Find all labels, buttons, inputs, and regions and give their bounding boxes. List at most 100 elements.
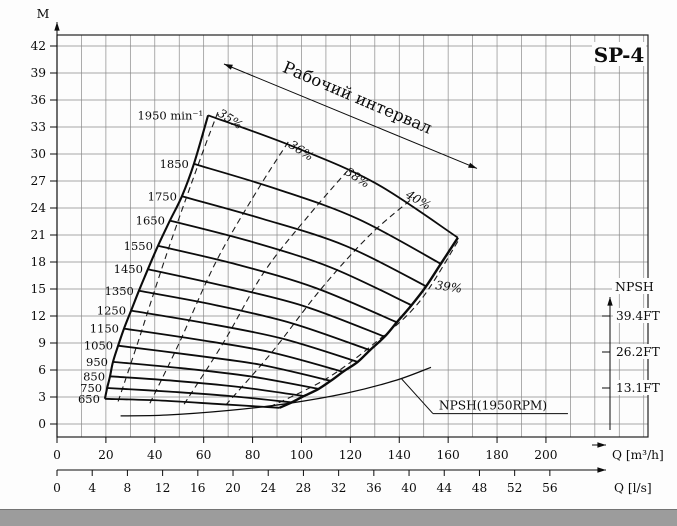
m3h-tick-label: 0 bbox=[53, 448, 61, 462]
m3h-axis-title: Q [m³/h] bbox=[612, 448, 664, 462]
efficiency-contour-38% bbox=[183, 167, 351, 405]
m-tick-label: 18 bbox=[30, 255, 46, 269]
speed-curve-950 bbox=[112, 361, 319, 390]
ls-tick-label: 8 bbox=[124, 481, 132, 495]
m-axis-title: M bbox=[37, 6, 50, 21]
m-axis-head bbox=[54, 22, 60, 31]
speed-label-1950: 1950 min⁻¹ bbox=[137, 108, 203, 122]
m3h-tick-label: 100 bbox=[290, 448, 313, 462]
speed-label-1050: 1050 bbox=[84, 339, 113, 353]
speed-label-1450: 1450 bbox=[114, 262, 143, 276]
npsh-tick-label: 13.1FT bbox=[616, 381, 661, 395]
speed-label-750: 750 bbox=[80, 381, 102, 395]
ls-tick-label: 40 bbox=[401, 481, 417, 495]
efficiency-contour-36% bbox=[149, 140, 290, 404]
working-interval-arrow-head bbox=[223, 64, 233, 70]
ls-tick-label: 24 bbox=[260, 481, 276, 495]
m3h-tick-label: 140 bbox=[388, 448, 411, 462]
speed-label-1750: 1750 bbox=[148, 189, 177, 203]
speed-curve-1250 bbox=[130, 309, 358, 363]
speed-curve-1150 bbox=[123, 327, 344, 373]
speed-label-1850: 1850 bbox=[160, 157, 189, 171]
grid bbox=[56, 35, 648, 437]
speed-label-1250: 1250 bbox=[97, 304, 126, 318]
m-tick-label: 21 bbox=[30, 228, 46, 242]
envelope-right-boundary bbox=[279, 237, 459, 409]
chart-canvas: 35%36%38%40%39%NPSH(1950RPM)1950 min⁻¹18… bbox=[30, 6, 664, 495]
speed-curve-1950 bbox=[207, 114, 459, 239]
m-tick-label: 33 bbox=[30, 120, 46, 134]
m-tick-label: 12 bbox=[30, 309, 46, 323]
m3h-tick-label: 40 bbox=[147, 448, 163, 462]
efficiency-contour-39% bbox=[269, 241, 459, 408]
m-tick-label: 9 bbox=[38, 336, 46, 350]
chart-title-text: SP-4 bbox=[594, 43, 645, 67]
ls-tick-label: 44 bbox=[436, 481, 452, 495]
speed-label-650: 650 bbox=[78, 392, 100, 406]
envelope-left-boundary bbox=[103, 115, 210, 400]
npsh-axis-line-head bbox=[607, 297, 613, 306]
m3h-tick-label: 120 bbox=[339, 448, 362, 462]
npsh-title-backing bbox=[612, 278, 658, 294]
x-axis-ls: 0 4 8 12 16 20 24 28 32 36 40 44 48 52 56 Q [l/s] bbox=[53, 467, 652, 495]
npsh-tick-backing bbox=[613, 344, 660, 359]
speed-curve-1850 bbox=[193, 163, 442, 265]
efficiency-label-40%: 40% bbox=[402, 187, 433, 213]
npsh-curve-label: NPSH(1950RPM) bbox=[439, 399, 547, 413]
speed-label-1350: 1350 bbox=[105, 284, 134, 298]
ls-tick-label: 52 bbox=[507, 481, 523, 495]
ls-tick-label: 32 bbox=[331, 481, 347, 495]
m-tick-label: 42 bbox=[30, 39, 46, 53]
ls-tick-label: 28 bbox=[296, 481, 312, 495]
npsh-tick-backing bbox=[613, 380, 660, 395]
speed-curve-1650 bbox=[169, 219, 412, 307]
ls-tick-label: 0 bbox=[53, 481, 61, 495]
m-tick-label: 24 bbox=[30, 201, 46, 215]
m-tick-label: 30 bbox=[30, 147, 46, 161]
speed-curve-1750 bbox=[181, 195, 427, 288]
ls-tick-label: 4 bbox=[88, 481, 96, 495]
m3h-tick-label: 20 bbox=[98, 448, 114, 462]
npsh-curve: NPSH(1950RPM) bbox=[120, 366, 568, 417]
speed-label-1150: 1150 bbox=[90, 322, 119, 336]
ls-tick-label: 36 bbox=[366, 481, 382, 495]
m3h-tick-label: 80 bbox=[245, 448, 261, 462]
speed-curve-1350 bbox=[138, 289, 371, 352]
title-backing bbox=[592, 42, 646, 66]
npsh-tick-label: 26.2FT bbox=[616, 345, 661, 359]
efficiency-label-39%: 39% bbox=[435, 278, 463, 296]
m-tick-label: 0 bbox=[38, 417, 46, 431]
m3h-tick-label: 200 bbox=[534, 448, 557, 462]
efficiency-contour-35% bbox=[117, 110, 219, 402]
m-tick-label: 39 bbox=[30, 66, 46, 80]
m-tick-label: 6 bbox=[38, 363, 46, 377]
speed-curve-850 bbox=[109, 375, 305, 397]
m-tick-label: 15 bbox=[30, 282, 46, 296]
speed-label-1650: 1650 bbox=[136, 214, 165, 228]
m3h-tick-label: 160 bbox=[437, 448, 460, 462]
working-interval-label: Рабочий интервал bbox=[280, 58, 435, 138]
speed-curves: 1950 min⁻¹ 1850 1750 1650 1550 1450 1350 1250 11… bbox=[78, 108, 459, 409]
speed-label-1550: 1550 bbox=[124, 239, 153, 253]
m-tick-label: 27 bbox=[30, 174, 46, 188]
ls-tick-label: 12 bbox=[155, 481, 171, 495]
speed-curve-1550 bbox=[157, 244, 398, 324]
working-interval-arrow bbox=[223, 63, 478, 169]
m3h-tick-label: 60 bbox=[196, 448, 212, 462]
m-tick-label: 3 bbox=[38, 390, 46, 404]
npsh-tick-label: 39.4FT bbox=[616, 309, 661, 323]
m-tick-label: 36 bbox=[30, 93, 46, 107]
speed-curve-650 bbox=[104, 397, 280, 409]
ls-axis-title: Q [l/s] bbox=[614, 481, 652, 495]
x-axis-m3h: 0 20 40 60 80 100 120 140 160 180 200 Q [m³/h] bbox=[53, 437, 664, 462]
npsh-tick-backing bbox=[613, 308, 660, 323]
ls-tick-label: 20 bbox=[225, 481, 241, 495]
efficiency-contours: 35%36%38%40%39% bbox=[117, 106, 463, 408]
ls-axis-head bbox=[597, 467, 606, 473]
speed-curve-1450 bbox=[147, 268, 385, 338]
ls-tick-label: 16 bbox=[190, 481, 206, 495]
speed-curve-750 bbox=[107, 387, 292, 404]
speed-label-850: 850 bbox=[83, 369, 105, 383]
